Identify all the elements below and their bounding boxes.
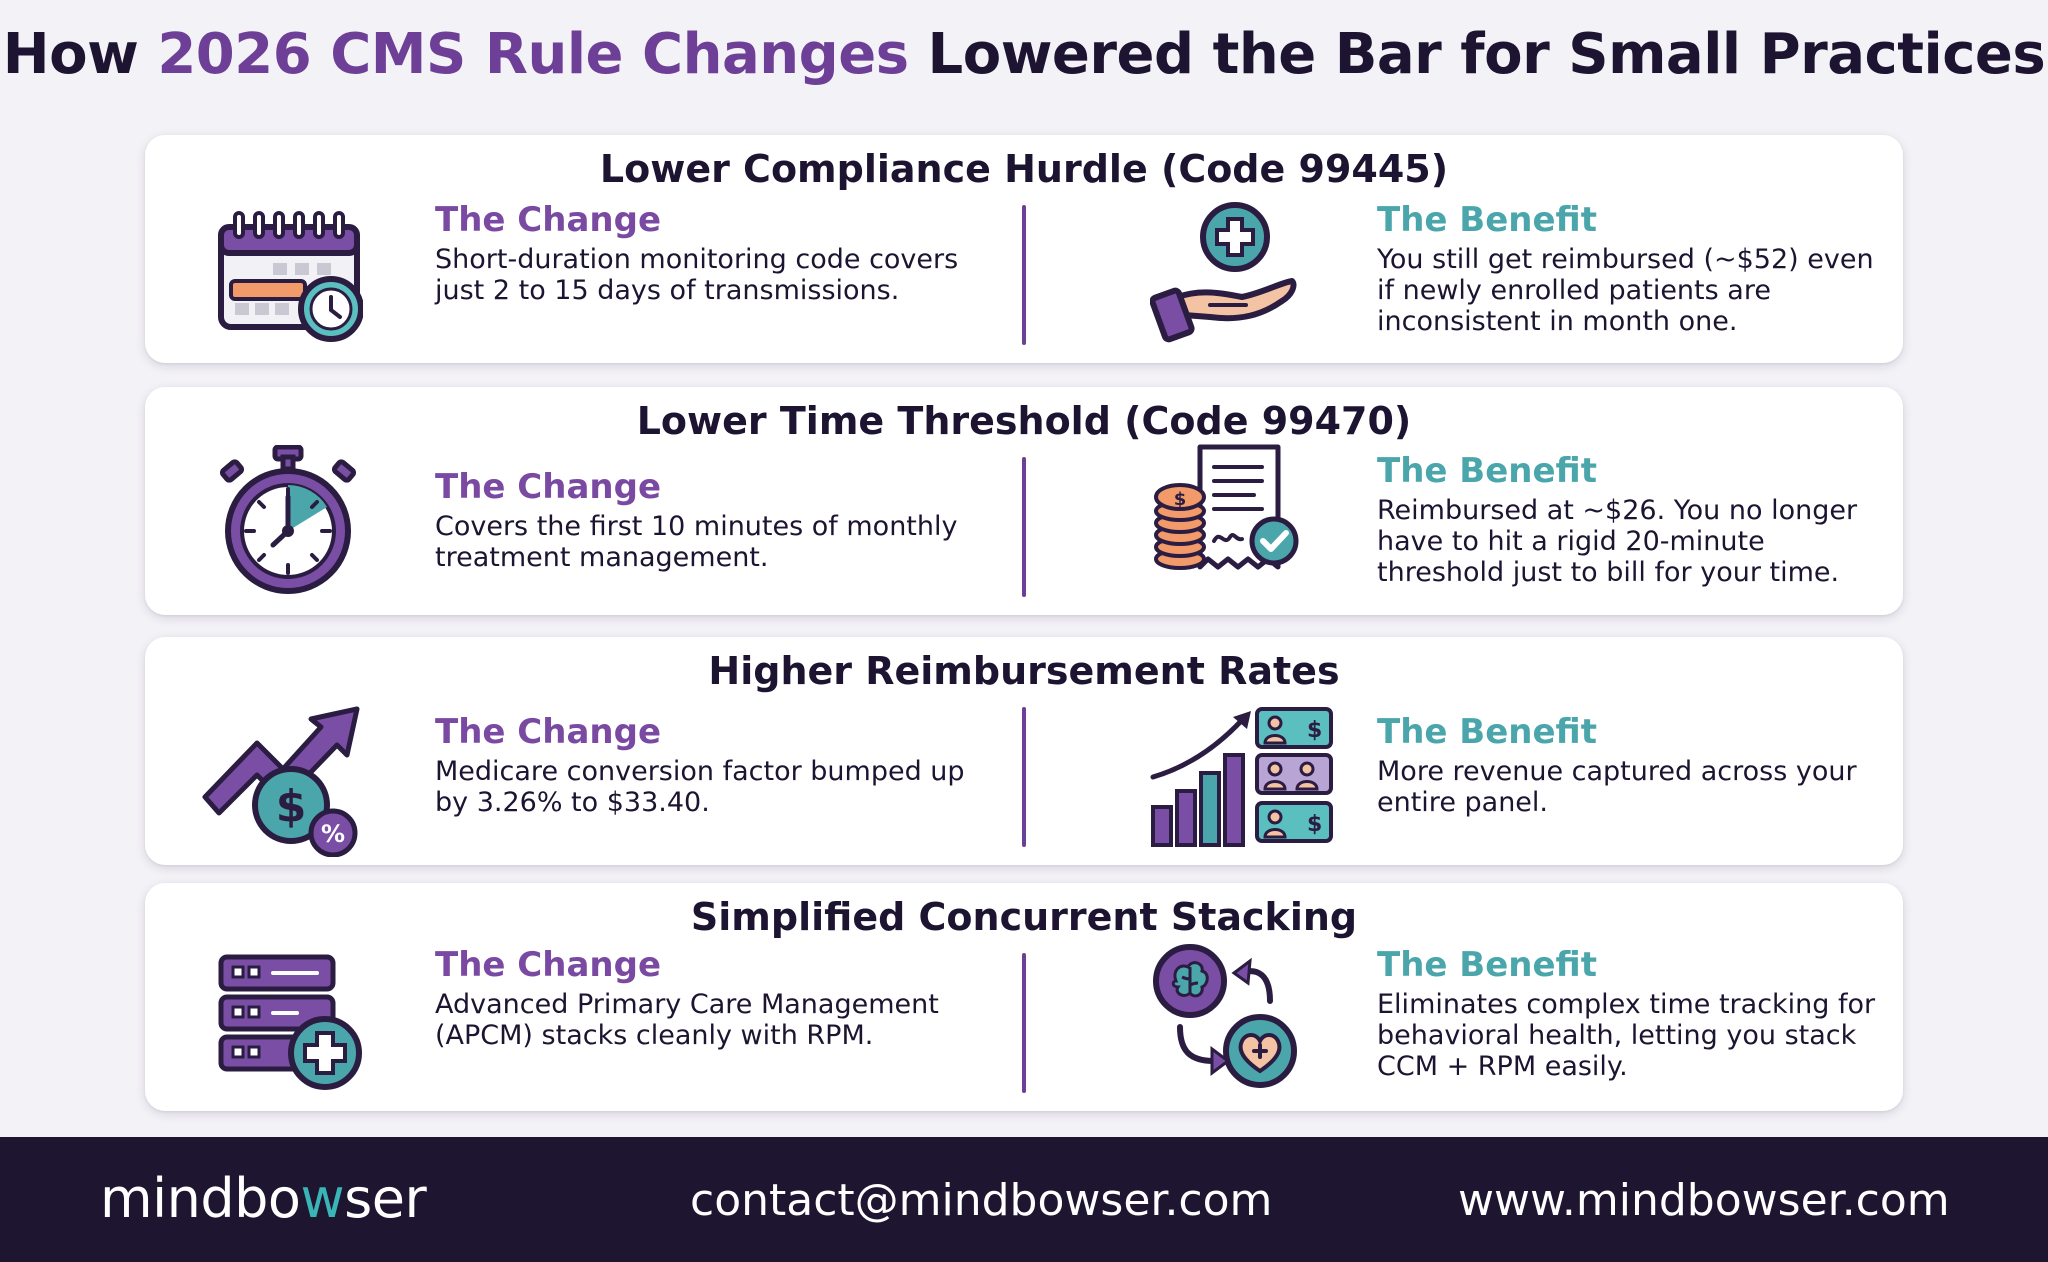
benefit-text: You still get reimbursed (~$52) even if … bbox=[1377, 244, 1874, 337]
benefit-heading: The Benefit bbox=[1377, 451, 1597, 491]
server-stack-plus-icon bbox=[213, 945, 363, 1095]
change-heading: The Change bbox=[435, 712, 661, 752]
change-block: The Change Advanced Primary Care Managem… bbox=[435, 945, 975, 1051]
hand-medical-plus-icon bbox=[1150, 197, 1300, 347]
change-text: Advanced Primary Care Management (APCM) … bbox=[435, 989, 939, 1051]
svg-text:$: $ bbox=[276, 781, 307, 832]
bar-chart-patients-icon: $ $ bbox=[1147, 707, 1333, 857]
section-title: Higher Reimbursement Rates bbox=[708, 649, 1340, 693]
contact-email-link[interactable]: contact@mindbowser.com bbox=[690, 1175, 1273, 1226]
change-heading: The Change bbox=[435, 200, 661, 240]
svg-text:$: $ bbox=[1307, 718, 1322, 743]
brain-heart-cycle-icon bbox=[1150, 941, 1300, 1091]
brand-logo: mindbowser bbox=[100, 1167, 427, 1230]
section-title: Lower Compliance Hurdle (Code 99445) bbox=[599, 147, 1449, 191]
benefit-block: The Benefit You still get reimbursed (~$… bbox=[1377, 200, 1897, 337]
section-title: Lower Time Threshold (Code 99470) bbox=[636, 399, 1412, 443]
website-link[interactable]: www.mindbowser.com bbox=[1458, 1175, 1950, 1226]
section-card-stacking: Simplified Concurrent Stacking The Chang… bbox=[145, 883, 1903, 1111]
title-highlight: 2026 CMS Rule Changes bbox=[157, 22, 909, 87]
svg-text:%: % bbox=[321, 820, 345, 848]
benefit-block: The Benefit More revenue captured across… bbox=[1377, 712, 1897, 818]
footer: mindbowser contact@mindbowser.com www.mi… bbox=[0, 1137, 2048, 1262]
calendar-clock-icon bbox=[213, 197, 363, 347]
change-block: The Change Covers the first 10 minutes o… bbox=[435, 467, 975, 573]
change-text: Medicare conversion factor bumped up by … bbox=[435, 756, 965, 818]
benefit-heading: The Benefit bbox=[1377, 200, 1597, 240]
change-block: The Change Short-duration monitoring cod… bbox=[435, 200, 975, 306]
benefit-block: The Benefit Reimbursed at ~$26. You no l… bbox=[1377, 451, 1897, 588]
change-heading: The Change bbox=[435, 467, 661, 507]
change-text: Short-duration monitoring code covers ju… bbox=[435, 244, 959, 306]
benefit-block: The Benefit Eliminates complex time trac… bbox=[1377, 945, 1897, 1082]
title-prefix: How bbox=[2, 22, 139, 87]
benefit-text: More revenue captured across your entire… bbox=[1377, 756, 1857, 818]
change-block: The Change Medicare conversion factor bu… bbox=[435, 712, 975, 818]
title-suffix: Lowered the Bar for Small Practices bbox=[927, 22, 2046, 87]
stopwatch-icon bbox=[213, 445, 363, 595]
benefit-heading: The Benefit bbox=[1377, 712, 1597, 752]
section-card-reimbursement: Higher Reimbursement Rates $ % The Chang… bbox=[145, 637, 1903, 865]
section-card-time-threshold: Lower Time Threshold (Code 99470) The Ch… bbox=[145, 387, 1903, 615]
change-heading: The Change bbox=[435, 945, 661, 985]
receipt-coins-icon: $ bbox=[1150, 437, 1300, 587]
brand-logo-end: ser bbox=[344, 1167, 427, 1230]
section-title: Simplified Concurrent Stacking bbox=[690, 895, 1358, 939]
benefit-text: Eliminates complex time tracking for beh… bbox=[1377, 989, 1876, 1082]
section-divider bbox=[1022, 457, 1026, 597]
section-divider bbox=[1022, 707, 1026, 847]
change-text: Covers the first 10 minutes of monthly t… bbox=[435, 511, 958, 573]
page-title: How 2026 CMS Rule Changes Lowered the Ba… bbox=[0, 22, 2048, 87]
brand-logo-start: mindbo bbox=[100, 1167, 301, 1230]
growth-arrow-dollar-icon: $ % bbox=[197, 687, 360, 857]
svg-text:$: $ bbox=[1174, 489, 1187, 510]
section-divider bbox=[1022, 953, 1026, 1093]
section-divider bbox=[1022, 205, 1026, 345]
benefit-text: Reimbursed at ~$26. You no longer have t… bbox=[1377, 495, 1858, 588]
benefit-heading: The Benefit bbox=[1377, 945, 1597, 985]
brand-logo-w: w bbox=[300, 1167, 345, 1230]
svg-text:$: $ bbox=[1307, 812, 1322, 837]
section-card-compliance: Lower Compliance Hurdle (Code 99445) bbox=[145, 135, 1903, 363]
